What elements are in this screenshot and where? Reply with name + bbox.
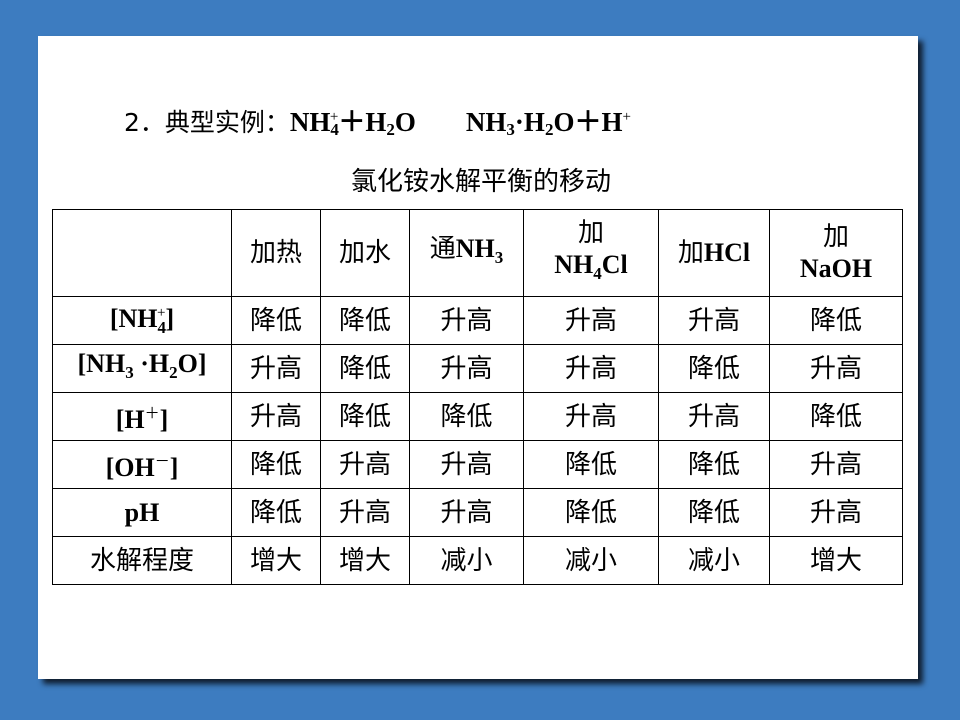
table-cell: 升高 [769,488,903,537]
table-cell: 升高 [769,440,903,489]
header-naoh: 加 NaOH [769,209,903,297]
table-cell: 降低 [409,392,524,441]
header-hcl: 加HCl [658,209,770,297]
table-cell: 降低 [231,440,321,489]
table-cell: 降低 [320,296,410,345]
table-row: [OH－] 降低 升高 升高 降低 降低 升高 [52,440,903,489]
table-row: 水解程度 增大 增大 减小 减小 减小 增大 [52,536,903,585]
table-cell: 减小 [523,536,659,585]
table-cell: 升高 [523,392,659,441]
table-header-row: 加热 加水 通NH3 加 NH4Cl 加HCl 加 NaOH [52,209,903,297]
table-cell: 降低 [523,488,659,537]
row-label: [NH3 ·H2O] [52,344,232,393]
table-cell: 降低 [231,296,321,345]
table-cell: 升高 [658,296,770,345]
table-cell: 降低 [320,344,410,393]
table-cell: 升高 [769,344,903,393]
slide: 2．典型实例：NH4+＋H2O NH3·H2O＋H+ 氯化铵水解平衡的移动 加热 … [38,36,918,679]
table-cell: 增大 [769,536,903,585]
header-nh4cl: 加 NH4Cl [523,209,659,297]
table-caption: 氯化铵水解平衡的移动 [351,167,612,197]
table-cell: 降低 [658,488,770,537]
table-row: [H＋] 升高 降低 降低 升高 升高 降低 [52,392,903,441]
table-cell: 升高 [231,392,321,441]
header-nh3: 通NH3 [409,209,524,297]
slide-title: 2．典型实例：NH4+＋H2O NH3·H2O＋H+ [124,107,631,139]
row-label: [H＋] [52,392,232,441]
table-cell: 升高 [409,296,524,345]
table-row: pH 降低 升高 升高 降低 降低 升高 [52,488,903,537]
table-cell: 降低 [231,488,321,537]
table-cell: 升高 [320,488,410,537]
table-cell: 升高 [409,488,524,537]
table-cell: 升高 [523,344,659,393]
hydrolysis-table: 加热 加水 通NH3 加 NH4Cl 加HCl 加 NaOH [NH4+] 降低 降… [52,209,903,585]
table-cell: 降低 [320,392,410,441]
table-cell: 升高 [409,440,524,489]
header-water: 加水 [320,209,410,297]
table-cell: 降低 [769,392,903,441]
table-cell: 升高 [409,344,524,393]
row-label: [NH4+] [52,296,232,345]
table-cell: 减小 [658,536,770,585]
table-row: [NH3 ·H2O] 升高 降低 升高 升高 降低 升高 [52,344,903,393]
table-cell: 升高 [231,344,321,393]
table-cell: 降低 [769,296,903,345]
table-cell: 升高 [523,296,659,345]
table-cell: 减小 [409,536,524,585]
header-heat: 加热 [231,209,321,297]
table-cell: 升高 [320,440,410,489]
row-label: 水解程度 [52,536,232,585]
table-cell: 降低 [523,440,659,489]
table-row: [NH4+] 降低 降低 升高 升高 升高 降低 [52,296,903,345]
table-cell: 降低 [658,440,770,489]
table-cell: 升高 [658,392,770,441]
header-empty [52,209,232,297]
table-cell: 降低 [658,344,770,393]
row-label: pH [52,488,232,537]
table-cell: 增大 [231,536,321,585]
row-label: [OH－] [52,440,232,489]
table-cell: 增大 [320,536,410,585]
